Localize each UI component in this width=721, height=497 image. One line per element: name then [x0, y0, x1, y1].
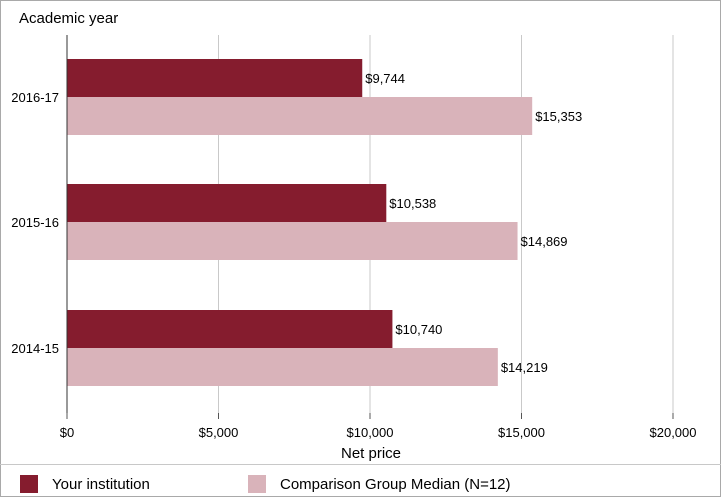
x-axis-title: Net price — [341, 445, 401, 462]
y-axis-title: Academic year — [19, 10, 118, 27]
x-tick-label-0: $0 — [60, 425, 74, 440]
x-tick-label-2: $10,000 — [347, 425, 394, 440]
legend-item-your-institution: Your institution — [20, 474, 150, 494]
data-label-2-0: $10,740 — [395, 322, 442, 337]
x-tick-label-1: $5,000 — [199, 425, 239, 440]
data-label-1-1: $14,869 — [521, 234, 568, 249]
x-tick-labels: $0 $5,000 $10,000 $15,000 $20,000 — [60, 425, 697, 440]
legend-label-your-institution: Your institution — [52, 475, 150, 493]
data-label-1-0: $10,538 — [389, 196, 436, 211]
legend-swatch-comparison-median — [248, 475, 266, 493]
legend-label-comparison-median: Comparison Group Median (N=12) — [280, 475, 511, 493]
legend-swatch-your-institution — [20, 475, 38, 493]
bar-1-1 — [67, 222, 518, 260]
category-label-0: 2016-17 — [11, 90, 59, 105]
bar-2-1 — [67, 348, 498, 386]
category-label-1: 2015-16 — [11, 215, 59, 230]
legend-item-comparison-median: Comparison Group Median (N=12) — [248, 474, 511, 494]
data-label-2-1: $14,219 — [501, 360, 548, 375]
x-tick-label-4: $20,000 — [650, 425, 697, 440]
bar-2-0 — [67, 310, 393, 348]
bar-1-0 — [67, 184, 387, 222]
bar-0-1 — [67, 97, 533, 135]
bar-0-0 — [67, 59, 363, 97]
category-label-2: 2014-15 — [11, 341, 59, 356]
bars — [67, 59, 533, 386]
category-labels: 2016-17 2015-16 2014-15 — [11, 90, 59, 356]
legend-separator — [0, 464, 721, 465]
data-labels: $9,744 $15,353 $10,538 $14,869 $10,740 $14,21… — [365, 71, 582, 375]
data-label-0-0: $9,744 — [365, 71, 405, 86]
x-tick-label-3: $15,000 — [498, 425, 545, 440]
data-label-0-1: $15,353 — [535, 109, 582, 124]
net-price-chart: $9,744 $15,353 $10,538 $14,869 $10,740 $14,21… — [11, 10, 697, 462]
